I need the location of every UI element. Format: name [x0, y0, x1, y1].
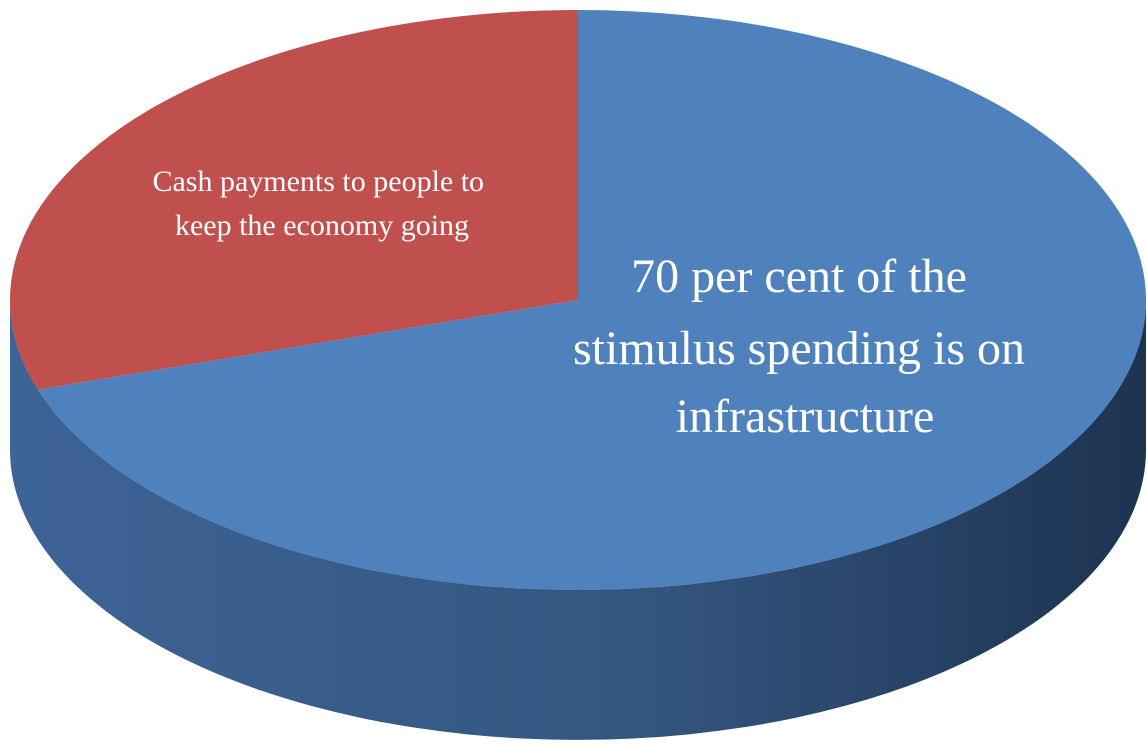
pie-slice-infrastructure: [37, 10, 1146, 590]
slice-label-infrastructure: 70 per cent of the stimulus spending is …: [573, 250, 1037, 443]
pie-slice-cash-payments: [9, 10, 579, 390]
pie-side-wall: [10, 300, 1146, 740]
slice-label-cash-payments: Cash payments to people to keep the econ…: [152, 165, 491, 242]
